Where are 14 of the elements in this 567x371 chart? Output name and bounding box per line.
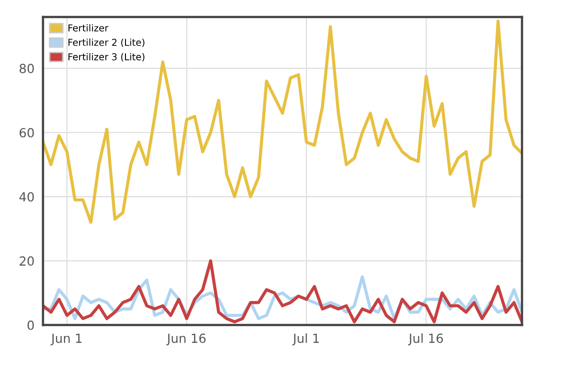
x-tick-label: Jun 16 — [166, 334, 206, 346]
x-tick-label: Jun 1 — [50, 334, 82, 346]
y-tick-label: 40 — [19, 192, 34, 202]
y-tick-label: 60 — [20, 128, 34, 138]
x-tick-label: Jul 16 — [408, 333, 443, 346]
legend-label: Fertilizer 3 (Lite) — [68, 53, 144, 62]
y-tick-label: 80 — [20, 64, 34, 74]
legend-label: Fertilizer 2 (Lite) — [68, 38, 144, 48]
line-series — [43, 20, 522, 224]
line-series — [43, 259, 522, 324]
x-tick-label: Jul 1 — [292, 333, 319, 346]
y-tick-label: 20 — [20, 256, 34, 266]
legend-label: Fertilizer — [68, 24, 108, 32]
y-tick-label: 0 — [28, 320, 34, 330]
